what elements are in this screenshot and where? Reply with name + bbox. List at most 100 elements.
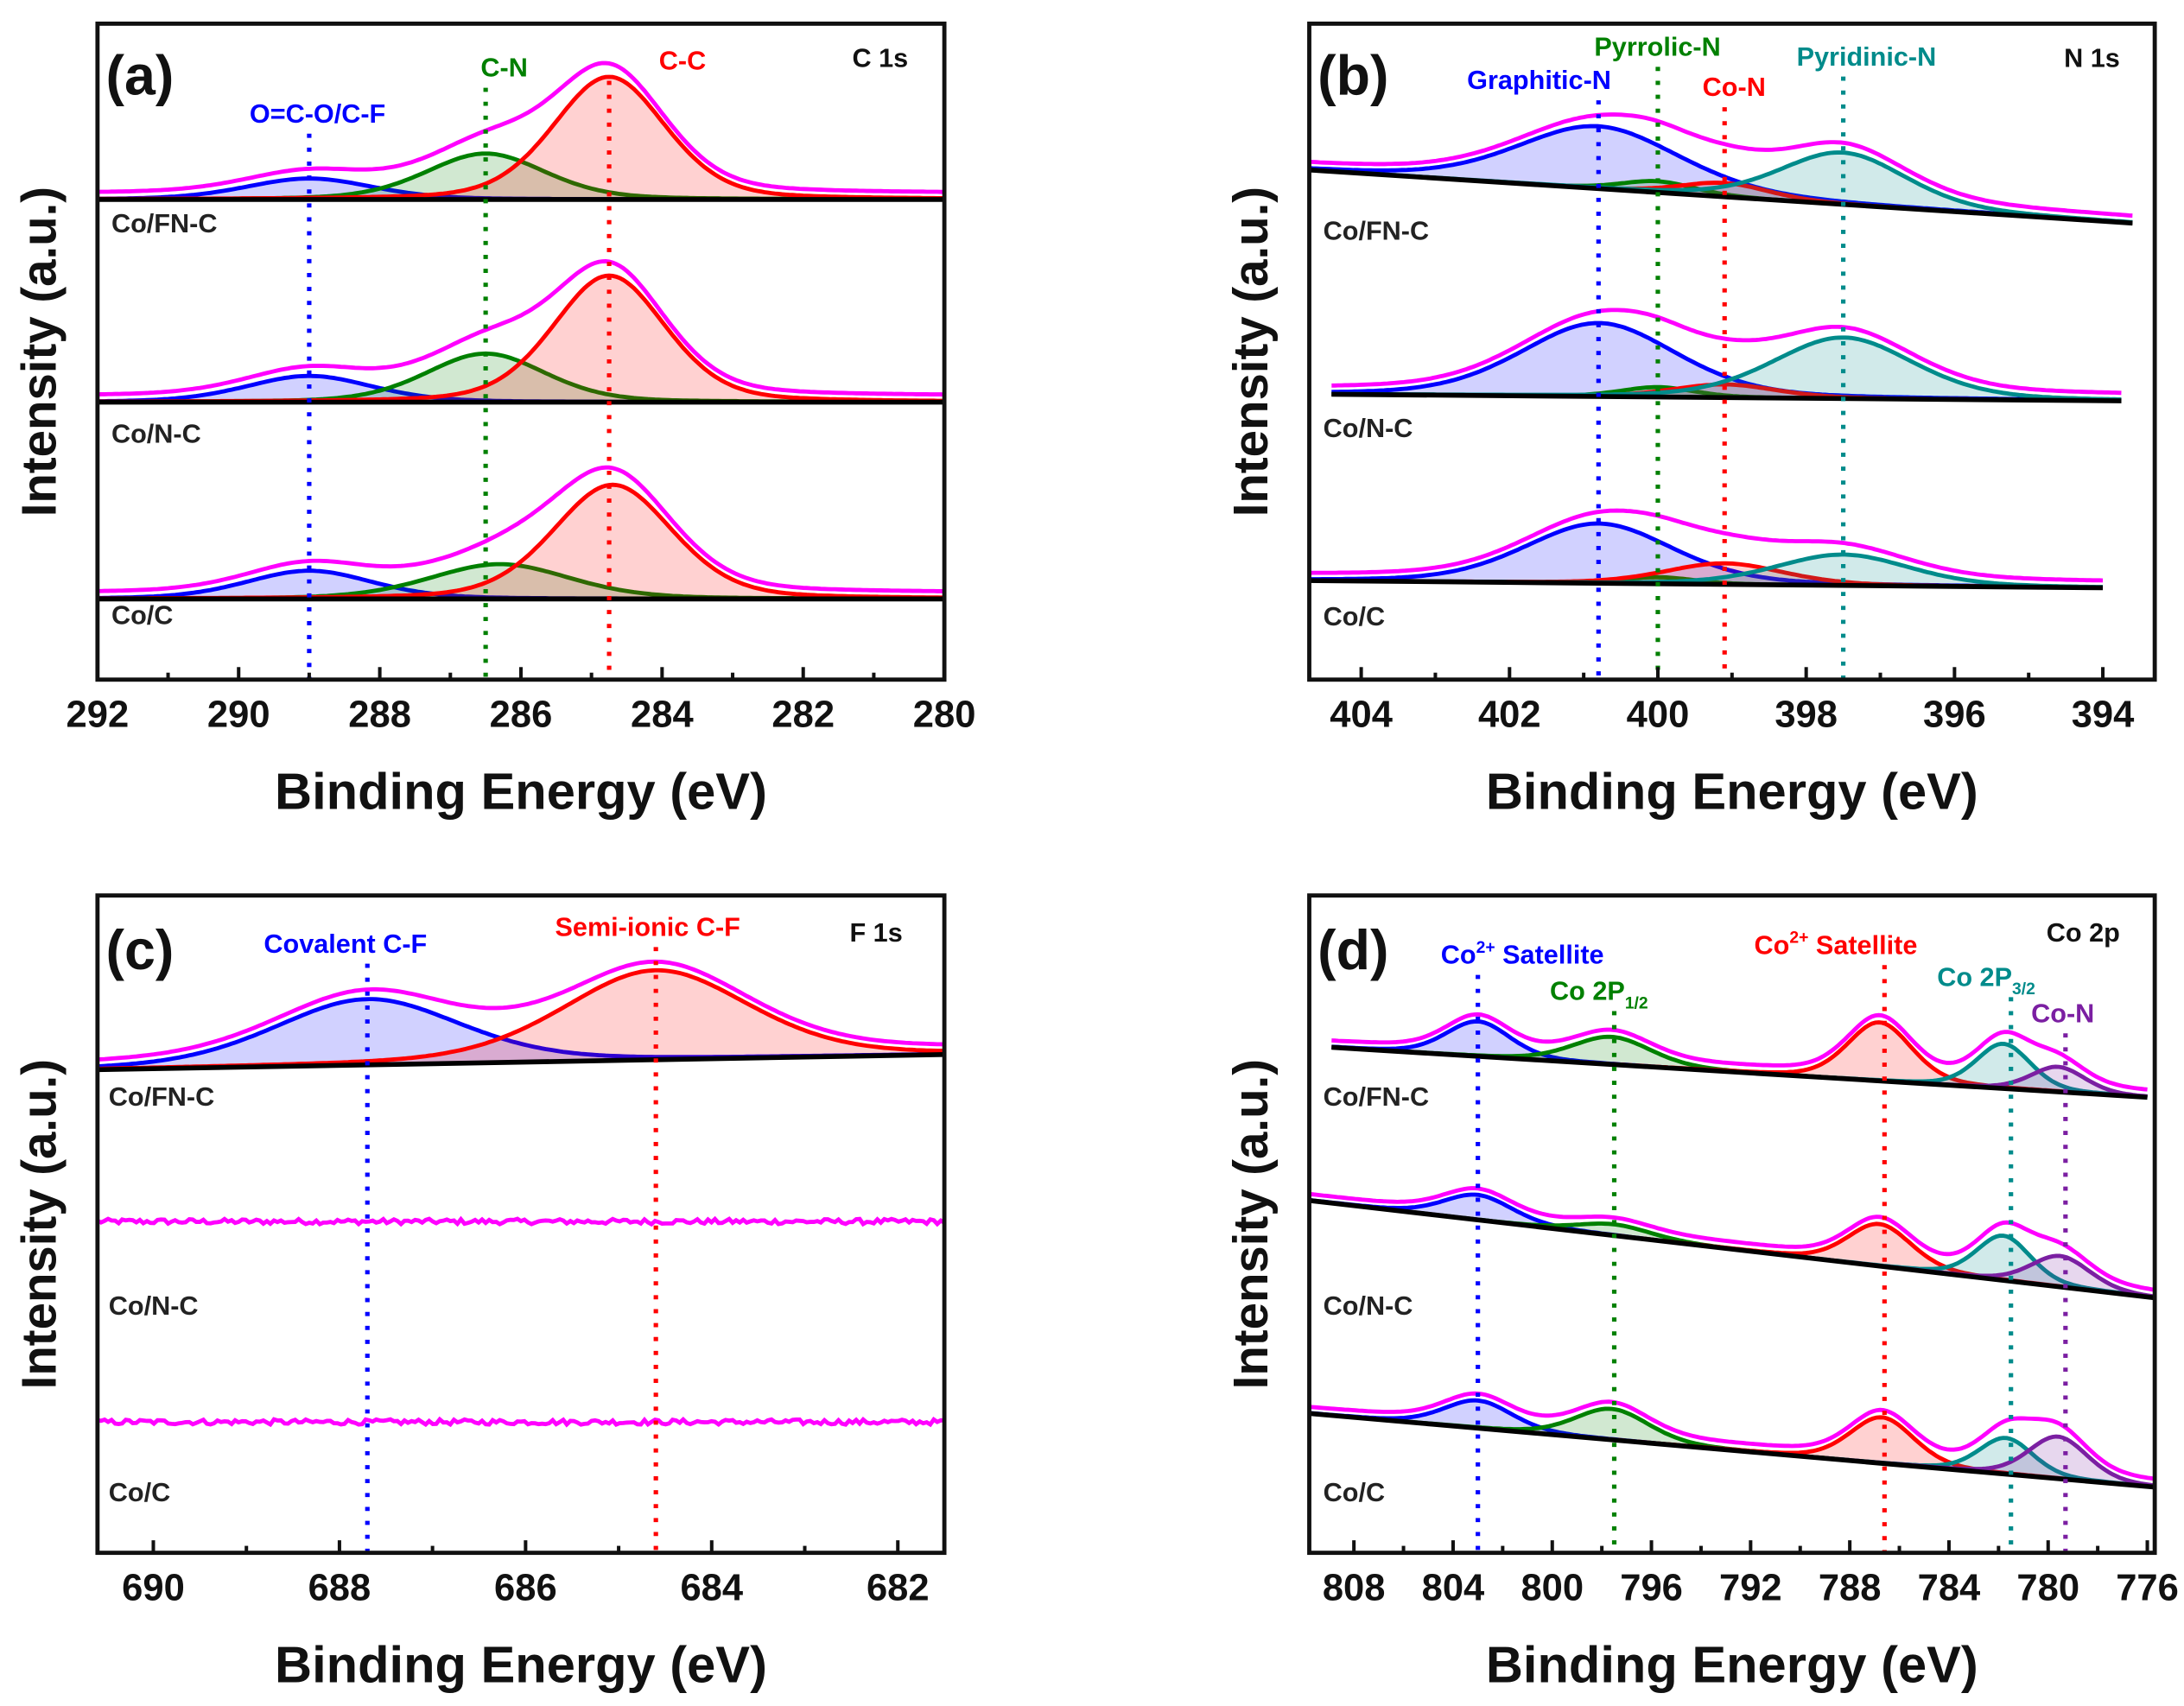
plot-area <box>1309 1012 2155 1490</box>
peak-label: Graphitic-N <box>1467 66 1611 95</box>
spectrum-co-n-c <box>1309 1186 2155 1301</box>
peak-label: C-C <box>659 47 706 76</box>
panel-b: Co/FN-C Co/N-C Co/C Graphitic-N Pyrrolic-N Co… <box>1223 21 2157 821</box>
region-label: N 1s <box>2064 43 2120 73</box>
x-axis-title: Binding Energy (eV) <box>275 1636 767 1694</box>
sample-label: Co/FN-C <box>1324 1082 1429 1112</box>
region-label: Co 2p <box>2047 918 2120 948</box>
peak-label-text: Co-N <box>2031 999 2094 1028</box>
sample-label: Co/FN-C <box>109 1082 214 1112</box>
sample-label: Co/N-C <box>111 420 201 449</box>
component-fill <box>97 564 945 599</box>
plot-area <box>97 959 945 1428</box>
x-tick-label: 404 <box>1330 694 1393 736</box>
envelope-curve <box>97 1215 945 1227</box>
sample-label: Co/N-C <box>109 1291 199 1321</box>
component-fill <box>97 999 945 1070</box>
spectrum-co-c <box>97 465 945 602</box>
peak-label-text: C-N <box>480 54 527 83</box>
x-tick-label: 684 <box>680 1567 743 1608</box>
component-fill <box>97 485 945 599</box>
x-tick-label: 396 <box>1923 694 1986 736</box>
sample-label: Co/FN-C <box>111 209 217 238</box>
x-tick-label: 288 <box>348 694 411 736</box>
component-fill <box>97 178 945 200</box>
spectrum-co-n-c <box>97 1215 945 1227</box>
peak-label-sup: 2+ <box>1789 928 1808 947</box>
peak-label-sup: 2+ <box>1476 938 1495 957</box>
peak-label-text: Co <box>1441 941 1476 970</box>
y-axis-title: Intensity (a.u.) <box>11 1059 66 1389</box>
envelope-curve <box>97 959 945 1062</box>
envelope-curve <box>97 259 945 397</box>
component-fill <box>97 570 945 599</box>
component-fill <box>97 276 945 403</box>
background-line <box>97 1052 945 1073</box>
envelope-curve <box>1331 1012 2148 1092</box>
peak-label-tail: Satellite <box>1808 930 1917 960</box>
spectrum-co-n-c <box>97 259 945 405</box>
y-axis-title: Intensity (a.u.) <box>1223 187 1278 517</box>
component-fill <box>1309 1194 2155 1298</box>
x-tick-label: 686 <box>494 1567 557 1608</box>
envelope-curve <box>1309 508 2104 583</box>
background-line <box>1331 1044 2148 1100</box>
background-line <box>1309 1411 2155 1490</box>
x-tick-label: 290 <box>207 694 270 736</box>
peak-label-text: Covalent C-F <box>263 929 427 959</box>
x-tick-label: 292 <box>67 694 130 736</box>
background-line <box>1309 1197 2155 1301</box>
spectrum-co-fn-c <box>97 60 945 202</box>
x-tick-label: 784 <box>1918 1567 1981 1608</box>
peak-label-text: Co 2P <box>1550 977 1625 1006</box>
panel-a: Co/FN-C Co/N-C Co/C O=C-O/C-F C-N C-C 292 290 28… <box>11 21 975 821</box>
envelope-curve <box>97 465 945 593</box>
x-tick-label: 788 <box>1819 1567 1882 1608</box>
component-fill <box>1331 337 2122 402</box>
spectrum-co-c <box>1309 508 2104 591</box>
envelope-curve <box>1309 112 2133 218</box>
peak-label: Co2+ Satellite <box>1755 928 1918 960</box>
x-tick-label: 286 <box>490 694 553 736</box>
sample-label: Co/C <box>109 1478 170 1507</box>
spectrum-co-c <box>1309 1391 2155 1490</box>
x-tick-label: 800 <box>1521 1567 1584 1608</box>
x-axis-title: Binding Energy (eV) <box>1486 1636 1978 1694</box>
x-tick-label: 398 <box>1774 694 1838 736</box>
peak-label-text: Pyridinic-N <box>1797 42 1937 72</box>
component-fill <box>97 76 945 200</box>
x-tick-label: 682 <box>867 1567 930 1608</box>
component-fill <box>1309 554 2104 588</box>
peak-label-text: Graphitic-N <box>1467 66 1611 95</box>
x-tick-label: 780 <box>2016 1567 2079 1608</box>
component-fill <box>1309 523 2104 588</box>
sample-label: Co/FN-C <box>1324 216 1429 245</box>
component-fill <box>1331 384 2122 402</box>
region-label: F 1s <box>849 918 902 948</box>
peak-label-text: O=C-O/C-F <box>250 99 385 129</box>
x-tick-label: 808 <box>1323 1567 1386 1608</box>
background-line <box>1331 391 2122 403</box>
component-fill <box>97 153 945 200</box>
peak-label: Pyridinic-N <box>1797 42 1937 72</box>
peak-label: Co 2P1/2 <box>1550 977 1648 1013</box>
panel-letter: (d) <box>1317 919 1388 981</box>
peak-label-sub: 3/2 <box>2012 980 2035 999</box>
peak-label: Co-N <box>1703 73 1766 102</box>
peak-label: Co 2P3/2 <box>1937 962 2035 999</box>
x-tick-label: 282 <box>771 694 835 736</box>
panel-letter: (a) <box>106 45 175 107</box>
peak-label-text: Co <box>1755 930 1790 960</box>
sample-label: Co/C <box>1324 602 1385 631</box>
spectrum-co-c <box>97 1416 945 1428</box>
peak-label: O=C-O/C-F <box>250 99 385 129</box>
peak-label-text: C-C <box>659 47 706 76</box>
y-axis-title: Intensity (a.u.) <box>1223 1059 1278 1389</box>
x-tick-label: 804 <box>1422 1567 1485 1608</box>
y-axis-title: Intensity (a.u.) <box>11 187 66 517</box>
spectrum-co-fn-c <box>1331 1012 2148 1100</box>
x-tick-label: 402 <box>1478 694 1541 736</box>
peak-label-text: Semi-ionic C-F <box>555 912 740 942</box>
